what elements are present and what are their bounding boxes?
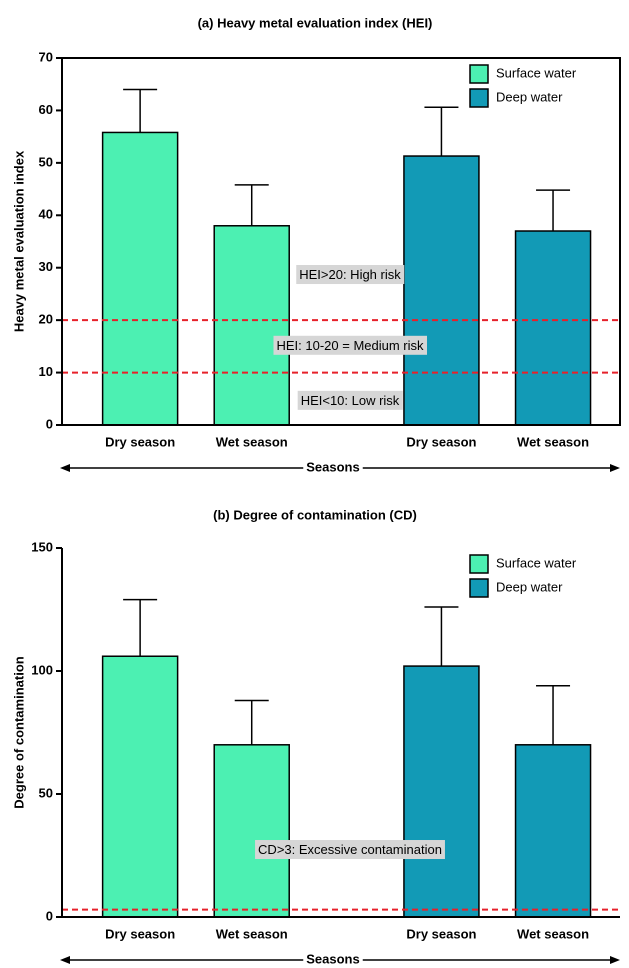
legend-label: Surface water <box>496 555 577 570</box>
bar <box>101 131 179 426</box>
y-tick-label: 100 <box>31 662 53 677</box>
bar <box>514 230 592 426</box>
annotation-text: HEI: 10-20 = Medium risk <box>276 338 424 353</box>
y-tick-label: 0 <box>46 416 53 431</box>
y-tick-label: 70 <box>39 49 53 64</box>
annotation: HEI: 10-20 = Medium risk <box>273 335 428 355</box>
x-tick-label: Wet season <box>216 926 288 941</box>
legend-label: Surface water <box>496 65 577 80</box>
y-tick-label: 60 <box>39 102 53 117</box>
x-axis-label: Seasons <box>306 459 359 474</box>
y-tick-label: 50 <box>39 154 53 169</box>
arrow-head <box>610 956 620 964</box>
x-tick-label: Dry season <box>105 926 175 941</box>
plot-frame <box>61 57 621 426</box>
bar <box>213 225 290 426</box>
bar <box>403 665 480 918</box>
annotation: CD>3: Excessive contamination <box>255 840 445 860</box>
legend-label: Deep water <box>496 579 563 594</box>
chart-title: (b) Degree of contamination (CD) <box>213 507 417 522</box>
bar <box>213 744 290 918</box>
x-tick-label: Wet season <box>517 926 589 941</box>
x-tick-label: Dry season <box>406 434 476 449</box>
arrow-head <box>60 464 70 472</box>
chart-title: (a) Heavy metal evaluation index (HEI) <box>198 15 433 30</box>
annotation-text: HEI<10: Low risk <box>301 393 400 408</box>
annotation-text: HEI>20: High risk <box>299 267 401 282</box>
x-tick-label: Dry season <box>105 434 175 449</box>
y-tick-label: 30 <box>39 259 53 274</box>
x-tick-label: Wet season <box>517 434 589 449</box>
legend-swatch <box>469 554 489 574</box>
legend-swatch <box>469 88 489 108</box>
bar <box>514 744 592 918</box>
x-axis-label: Seasons <box>306 951 359 966</box>
x-tick-label: Dry season <box>406 926 476 941</box>
x-tick-label: Wet season <box>216 434 288 449</box>
y-axis-label: Degree of contamination <box>11 656 26 808</box>
y-axis-label: Heavy metal evaluation index <box>11 150 26 332</box>
annotation-text: CD>3: Excessive contamination <box>258 842 442 857</box>
annotation: HEI<10: Low risk <box>297 390 403 410</box>
arrow-head <box>610 464 620 472</box>
legend-label: Deep water <box>496 89 563 104</box>
bar <box>403 155 480 426</box>
legend-swatch <box>469 64 489 84</box>
y-tick-label: 150 <box>31 539 53 554</box>
legend-swatch <box>469 578 489 598</box>
y-tick-label: 20 <box>39 312 53 327</box>
y-tick-label: 10 <box>39 364 53 379</box>
annotation-box <box>297 390 403 410</box>
arrow-head <box>60 956 70 964</box>
annotation-box <box>296 265 405 285</box>
annotation: HEI>20: High risk <box>296 265 405 285</box>
y-tick-label: 40 <box>39 207 53 222</box>
y-tick-label: 50 <box>39 785 53 800</box>
annotation-box <box>255 840 445 860</box>
bar <box>101 655 179 918</box>
annotation-box <box>273 335 428 355</box>
y-tick-label: 0 <box>46 908 53 923</box>
